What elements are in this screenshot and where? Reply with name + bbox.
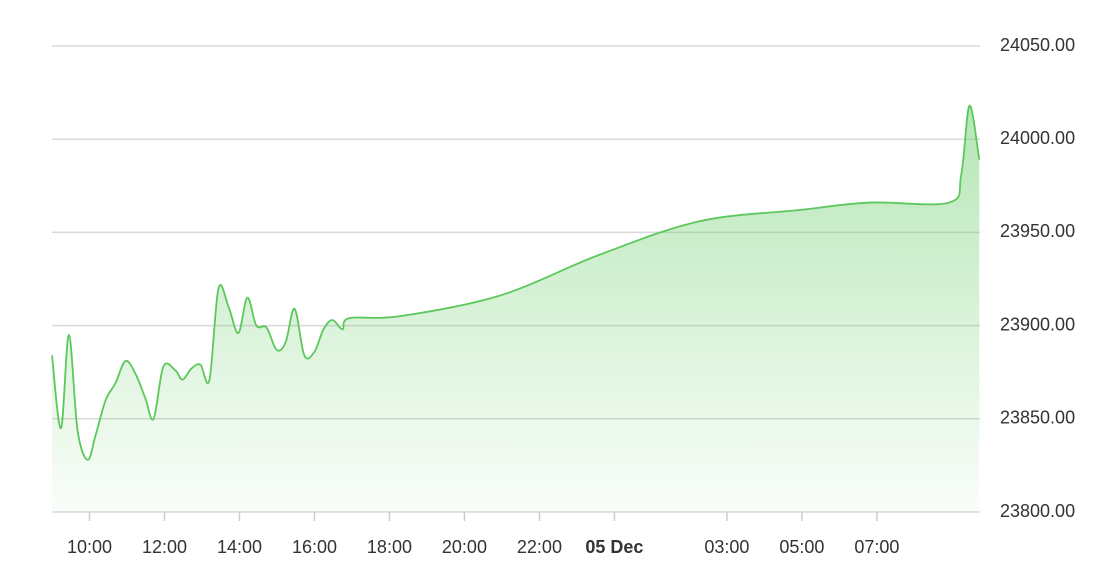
x-tick-label: 18:00 xyxy=(367,537,412,557)
area-fill xyxy=(52,105,980,512)
x-tick-label: 16:00 xyxy=(292,537,337,557)
x-tick-label: 22:00 xyxy=(517,537,562,557)
x-tick-label: 03:00 xyxy=(704,537,749,557)
x-tick-label: 07:00 xyxy=(854,537,899,557)
x-tick-label: 05:00 xyxy=(779,537,824,557)
y-tick-label: 24000.00 xyxy=(1000,128,1075,148)
x-tick-label: 10:00 xyxy=(67,537,112,557)
x-tick-label: 12:00 xyxy=(142,537,187,557)
x-tick-label: 05 Dec xyxy=(585,537,643,557)
x-tick-label: 20:00 xyxy=(442,537,487,557)
price-line xyxy=(51,104,981,461)
y-tick-label: 23950.00 xyxy=(1000,221,1075,241)
x-tick-label: 14:00 xyxy=(217,537,262,557)
y-tick-label: 23900.00 xyxy=(1000,314,1075,334)
y-tick-label: 23850.00 xyxy=(1000,408,1075,428)
y-tick-label: 24050.00 xyxy=(1000,35,1075,55)
y-tick-label: 23800.00 xyxy=(1000,501,1075,521)
